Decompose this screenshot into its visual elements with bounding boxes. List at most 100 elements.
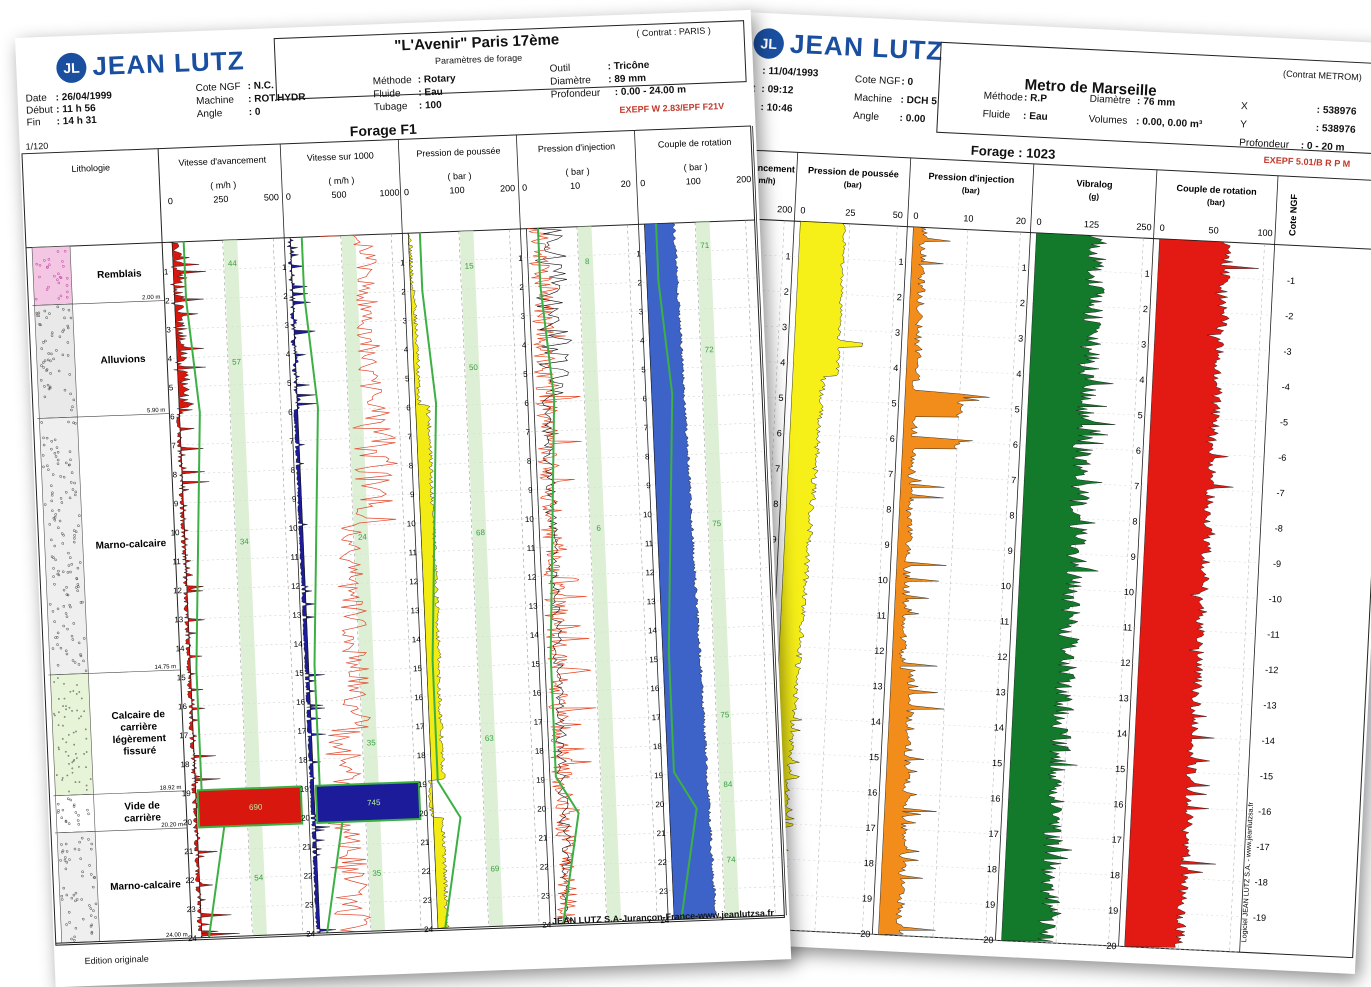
depth-grid-line	[789, 327, 903, 333]
depth-tick-label: 13	[647, 597, 657, 606]
depth-tick-label: 8	[773, 499, 779, 509]
depth-grid-line	[174, 382, 290, 388]
depth-grid-line	[181, 556, 297, 562]
depth-tick-label: 18	[180, 760, 190, 769]
depth-grid-line	[287, 262, 403, 268]
depth-grid-line	[766, 787, 880, 793]
depth-grid-line	[409, 344, 525, 350]
lithology-texture-mark	[89, 778, 92, 780]
depth-tick-label: 14	[530, 631, 540, 640]
depth-tick-label: 4	[167, 354, 172, 363]
depth-grid-line	[173, 353, 289, 359]
lithology-texture-mark	[69, 798, 72, 802]
lithology-texture-mark	[66, 571, 70, 574]
depth-tick-label: 6	[524, 399, 529, 408]
depth-tick-label: 18	[987, 864, 998, 874]
lithology-texture-mark	[56, 572, 59, 576]
lithology-texture-mark	[67, 911, 71, 914]
depth-grid-line	[298, 522, 414, 528]
lithology-texture-mark	[85, 737, 88, 740]
signal-area	[644, 222, 717, 920]
depth-tick-label: 1	[164, 267, 169, 276]
depth-tick-label: 13	[872, 681, 883, 691]
zone-value-label: 35	[372, 869, 382, 878]
lithology-texture-mark	[84, 728, 87, 731]
lithology-texture-mark	[72, 805, 76, 808]
lithology-texture-mark	[43, 395, 47, 399]
depth-grid-line	[288, 291, 404, 296]
cote-label: Cote NGF	[854, 74, 901, 88]
track-divider	[515, 134, 551, 925]
company-logo: JL JEAN LUTZ	[55, 45, 245, 83]
track-divider	[1239, 175, 1279, 953]
depth-grid-line	[778, 539, 892, 546]
lithology-texture-mark	[67, 551, 70, 555]
depth-grid-line	[790, 291, 904, 298]
lithology-texture-mark	[61, 779, 64, 781]
fluide-value: : Eau	[1022, 110, 1048, 123]
depth-grid-line	[895, 474, 1019, 481]
lithology-texture-mark	[83, 753, 85, 755]
depth-tick-label: 10	[289, 524, 299, 533]
lithology-texture-mark	[94, 902, 98, 906]
track-tick-label: 0	[1036, 217, 1042, 227]
lithology-texture-mark	[63, 715, 66, 718]
lithology-texture-mark	[70, 634, 74, 638]
log-frame	[21, 125, 785, 946]
depth-grid-line	[540, 658, 657, 664]
fluide-label: Fluide	[373, 88, 401, 101]
lithology-texture-mark	[66, 354, 70, 357]
lithology-texture-mark	[66, 277, 69, 280]
lithology-texture-mark	[68, 921, 71, 924]
ngf-header: Cote NGF	[1287, 193, 1299, 236]
lithology-texture-mark	[62, 475, 66, 479]
lithology-texture-mark	[65, 923, 68, 926]
date-value: : 11/04/1993	[762, 65, 819, 80]
lithology-texture-mark	[75, 752, 77, 755]
depth-tick-label: 4	[640, 336, 645, 345]
lithology-texture-mark	[53, 582, 56, 586]
depth-tick-label: 11	[172, 557, 181, 566]
lithology-texture-mark	[77, 524, 80, 528]
depth-grid-line	[302, 609, 418, 615]
depth-grid-line	[528, 369, 644, 374]
lithology-texture-mark	[65, 893, 69, 897]
track-title: Pression de poussée	[416, 146, 500, 159]
depth-grid-line	[420, 605, 536, 611]
lithology-texture-mark	[60, 898, 64, 901]
lithology-texture-mark	[58, 519, 62, 523]
depth-grid-line	[780, 504, 894, 510]
track-unit: (bar)	[1207, 198, 1226, 208]
lithology-texture-mark	[77, 663, 81, 666]
depth-grid-line	[296, 465, 412, 470]
lithology-texture-mark	[68, 790, 70, 793]
lithology-texture-mark	[55, 446, 59, 449]
ngf-tick-label: -6	[1278, 452, 1287, 462]
lithology-texture-mark	[77, 823, 80, 826]
zone-value-label: 54	[254, 873, 264, 882]
lithology-texture-mark	[69, 392, 72, 396]
lithology-texture-mark	[72, 529, 76, 532]
lithology-texture-mark	[92, 909, 95, 912]
depth-grid-line	[297, 494, 413, 499]
lithology-texture-mark	[80, 898, 83, 901]
lithology-texture-mark	[43, 503, 47, 506]
methode-label: Méthode	[372, 74, 412, 88]
depth-tick-label: 9	[884, 540, 890, 550]
depth-tick-label: 9	[528, 486, 533, 495]
lithology-texture-mark	[67, 754, 70, 757]
depth-tick-label: 12	[874, 646, 885, 656]
lithology-texture-mark	[42, 436, 45, 440]
fin-value: : 10:46	[760, 101, 793, 115]
depth-tick-label: 14	[293, 640, 303, 649]
depth-tick-label: 8	[1132, 516, 1138, 526]
depth-tick-label: 10	[170, 528, 180, 537]
depth-grid-line	[536, 542, 652, 548]
lithology-texture-mark	[42, 465, 45, 469]
lithology-texture-mark	[73, 759, 76, 761]
lithology-texture-mark	[58, 748, 60, 751]
depth-grid-line	[776, 574, 890, 581]
depth-tick-label: 5	[169, 383, 174, 392]
lithology-texture-mark	[65, 284, 69, 287]
lithology-texture-mark	[51, 491, 54, 495]
